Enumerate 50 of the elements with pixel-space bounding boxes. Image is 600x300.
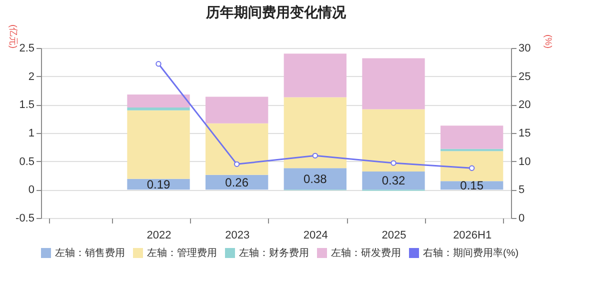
y-tick-label: 2 xyxy=(28,70,34,83)
x-tick-label: 2025 xyxy=(382,230,406,242)
bar xyxy=(206,96,268,124)
bar xyxy=(362,58,425,110)
bar xyxy=(127,94,190,108)
data-label: 0.38 xyxy=(303,172,328,186)
y-tick-label: 1 xyxy=(28,128,34,140)
chart-title: 历年期间费用变化情况 xyxy=(205,4,347,20)
y-tick-label: -0.5 xyxy=(16,212,34,224)
y2-tick-label: 25 xyxy=(518,70,531,83)
data-label: 0.19 xyxy=(146,177,170,192)
y-tick-label: 0.5 xyxy=(19,156,34,168)
x-tick-label: 2022 xyxy=(146,230,172,242)
bar xyxy=(206,123,268,175)
bar xyxy=(362,172,425,190)
y2-tick-label: 20 xyxy=(518,99,531,112)
y-tick-label: 1.5 xyxy=(19,99,34,112)
y2-tick-label: 15 xyxy=(518,128,531,140)
legend-label: 左轴：管理费用 xyxy=(147,247,217,259)
bar xyxy=(284,168,346,190)
bar xyxy=(127,110,190,179)
bar xyxy=(284,54,346,98)
data-label: 0.26 xyxy=(225,175,249,190)
bar xyxy=(284,97,346,168)
x-tick-label: 2023 xyxy=(225,230,250,242)
legend-label: 左轴：财务费用 xyxy=(239,247,309,259)
bar xyxy=(362,109,425,172)
point xyxy=(234,161,240,168)
point xyxy=(156,61,162,67)
bar xyxy=(440,151,504,182)
y-tick-label: 2.5 xyxy=(19,42,34,54)
y-axis-title: (亿元) xyxy=(8,24,18,48)
y2-tick-label: 30 xyxy=(518,42,531,54)
bar xyxy=(127,108,190,110)
legend-label: 左轴：销售费用 xyxy=(55,247,125,259)
y2-tick-label: 10 xyxy=(518,156,531,168)
y-tick-label: 0 xyxy=(28,184,34,196)
bar xyxy=(440,126,504,149)
point xyxy=(390,160,396,166)
data-label: 0.32 xyxy=(382,174,406,188)
point xyxy=(312,152,318,159)
y2-axis-title: (%) xyxy=(544,34,554,48)
x-tick-label: 2024 xyxy=(303,230,328,242)
point xyxy=(468,165,475,171)
y2-tick-label: 5 xyxy=(518,184,525,196)
y2-tick-label: 0 xyxy=(518,212,525,224)
data-label: 0.15 xyxy=(460,178,484,192)
legend-label: 左轴：研发费用 xyxy=(331,247,401,259)
x-tick-label: 2026H1 xyxy=(453,230,492,242)
legend-label: 右轴：期间费用率(%) xyxy=(423,247,519,259)
